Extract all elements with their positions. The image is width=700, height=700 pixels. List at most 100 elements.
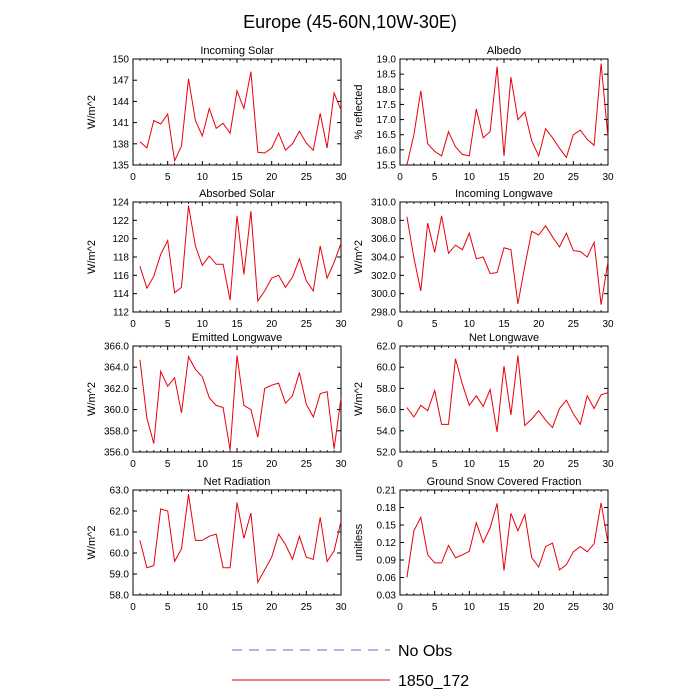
series-line-1850_172	[139, 71, 342, 163]
y-tick-label: 298.0	[371, 308, 396, 319]
y-tick-label: 0.18	[377, 503, 397, 514]
x-tick-label: 15	[231, 172, 243, 183]
plot-frame	[132, 58, 342, 166]
x-tick-label: 25	[301, 319, 313, 330]
y-tick-label: 308.0	[371, 216, 396, 227]
x-tick-label: 25	[301, 172, 313, 183]
x-tick-label: 20	[266, 172, 278, 183]
y-tick-label: 18.0	[377, 85, 397, 96]
x-tick-label: 0	[397, 459, 403, 470]
panel-1: Albedo 0 5 10 15 20 25 30 15.5 16.0 16.5 17.0 17.5 18…	[353, 45, 614, 183]
x-tick-label: 15	[231, 602, 243, 613]
panel-5: Net Longwave 0 5 10 15 20 25 30 52.0 54.0 56.0 58.0…	[353, 332, 614, 470]
figure-title: Europe (45-60N,10W-30E)	[243, 12, 457, 32]
x-tick-label: 20	[266, 319, 278, 330]
y-tick-label: 358.0	[104, 426, 129, 437]
series-line-1850_172	[406, 63, 609, 166]
panel-title: Incoming Solar	[200, 45, 274, 57]
x-tick-label: 25	[301, 602, 313, 613]
x-tick-label: 30	[335, 319, 347, 330]
y-tick-label: 300.0	[371, 289, 396, 300]
x-tick-label: 20	[533, 319, 545, 330]
x-tick-label: 10	[197, 319, 209, 330]
y-tick-label: 0.15	[377, 521, 397, 532]
x-tick-label: 20	[266, 602, 278, 613]
series-line-1850_172	[139, 494, 342, 585]
y-axis-label: W/m^2	[353, 382, 365, 416]
legend-label: 1850_172	[398, 673, 469, 690]
y-tick-label: 112	[113, 308, 129, 319]
x-tick-label: 25	[568, 602, 580, 613]
legend-label: No Obs	[398, 643, 452, 660]
y-axis-label: W/m^2	[86, 95, 98, 129]
y-tick-label: 58.0	[110, 591, 130, 602]
y-tick-label: 16.5	[377, 130, 397, 141]
x-tick-label: 5	[165, 319, 171, 330]
y-tick-label: 366.0	[104, 342, 129, 353]
x-tick-label: 30	[602, 319, 614, 330]
y-tick-label: 60.0	[110, 549, 130, 560]
y-tick-label: 62.0	[377, 342, 397, 353]
panel-6: Net Radiation 0 5 10 15 20 25 30 58.0 59.0 60.0 61.…	[86, 476, 347, 613]
panel-title: Albedo	[487, 45, 521, 57]
y-tick-label: 135	[112, 161, 129, 172]
y-tick-label: 304.0	[371, 253, 396, 264]
y-tick-label: 118	[113, 253, 129, 264]
y-tick-label: 54.0	[377, 426, 397, 437]
x-tick-label: 5	[165, 172, 171, 183]
x-tick-label: 10	[464, 172, 476, 183]
y-tick-label: 302.0	[371, 271, 396, 282]
x-tick-label: 20	[533, 459, 545, 470]
plot-frame	[399, 489, 609, 596]
panel-title: Incoming Longwave	[455, 188, 553, 200]
x-tick-label: 5	[432, 172, 438, 183]
x-tick-label: 30	[335, 602, 347, 613]
panel-title: Ground Snow Covered Fraction	[427, 476, 582, 488]
x-tick-label: 10	[197, 602, 209, 613]
x-tick-label: 10	[464, 602, 476, 613]
y-tick-label: 56.0	[377, 405, 397, 416]
y-tick-label: 17.0	[377, 115, 397, 126]
y-tick-label: 16.0	[377, 145, 397, 156]
y-tick-label: 306.0	[371, 234, 396, 245]
y-tick-label: 19.0	[377, 55, 397, 66]
x-tick-label: 15	[498, 172, 510, 183]
y-tick-label: 61.0	[110, 528, 130, 539]
series-line-1850_172	[406, 502, 609, 578]
y-tick-label: 0.06	[377, 573, 397, 584]
x-tick-label: 0	[130, 319, 136, 330]
y-tick-label: 120	[112, 234, 129, 245]
x-tick-label: 30	[335, 459, 347, 470]
panel-4: Emitted Longwave 0 5 10 15 20 25 30 356.0 358.0 36…	[86, 332, 347, 470]
y-tick-label: 364.0	[104, 363, 129, 374]
x-tick-label: 15	[231, 459, 243, 470]
y-axis-label: W/m^2	[353, 240, 365, 274]
x-tick-label: 25	[568, 459, 580, 470]
plot-frame	[399, 345, 609, 453]
y-tick-label: 150	[112, 55, 129, 66]
x-tick-label: 30	[602, 459, 614, 470]
y-tick-label: 356.0	[104, 448, 129, 459]
y-axis-label: W/m^2	[86, 240, 98, 274]
y-tick-label: 122	[112, 216, 129, 227]
x-tick-label: 0	[130, 602, 136, 613]
panel-title: Net Longwave	[469, 332, 539, 344]
x-tick-label: 5	[165, 459, 171, 470]
y-tick-label: 0.21	[377, 486, 397, 497]
y-tick-label: 0.09	[377, 556, 397, 567]
panels: Incoming Solar 0 5 10 15 20 25 30 135 138 141 144 14…	[86, 45, 614, 613]
x-tick-label: 30	[602, 172, 614, 183]
y-tick-label: 0.12	[377, 538, 397, 549]
y-tick-label: 15.5	[377, 161, 397, 172]
x-tick-label: 15	[498, 602, 510, 613]
plot-frame	[399, 201, 609, 313]
x-tick-label: 5	[432, 602, 438, 613]
series-line-1850_172	[406, 215, 609, 305]
x-tick-label: 5	[165, 602, 171, 613]
x-tick-label: 10	[197, 459, 209, 470]
x-tick-label: 25	[568, 319, 580, 330]
y-tick-label: 63.0	[110, 486, 130, 497]
x-tick-label: 10	[197, 172, 209, 183]
panel-7: Ground Snow Covered Fraction 0 5 10 15 20 25 30…	[353, 476, 614, 613]
x-tick-label: 30	[335, 172, 347, 183]
